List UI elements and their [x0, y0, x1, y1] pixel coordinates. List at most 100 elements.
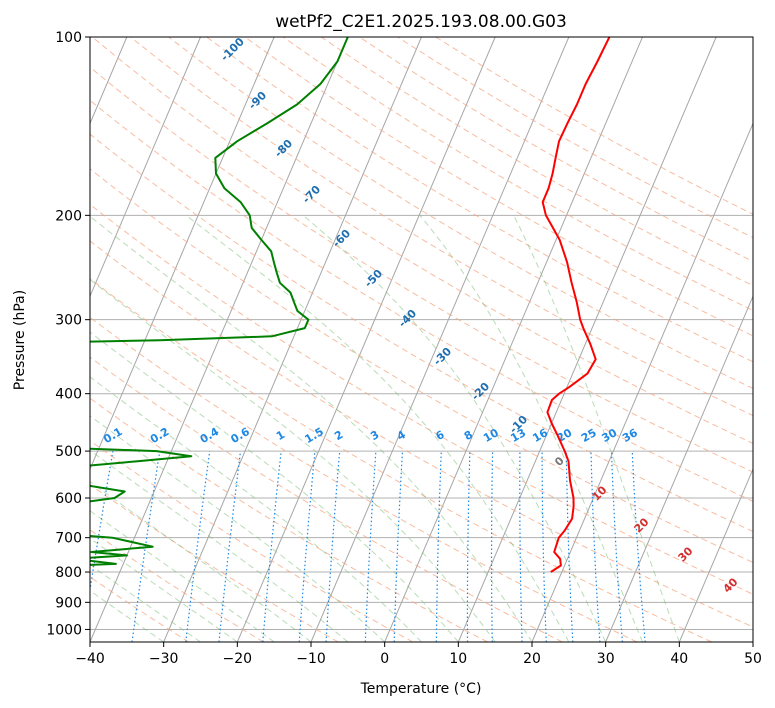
mixing-ratio-label: 6	[433, 428, 446, 443]
moist-adiabat-line	[90, 480, 312, 642]
isotherm-label: -70	[300, 183, 323, 206]
mixing-ratio-line	[435, 451, 442, 642]
mixing-ratio-label: 10	[481, 426, 501, 445]
moist-adiabat-line	[90, 510, 275, 642]
dry-adiabat-line	[168, 37, 753, 389]
dry-adiabat-line	[90, 356, 563, 642]
x-tick-label: 40	[670, 651, 688, 667]
mixing-ratio-label: 0.4	[198, 425, 222, 446]
y-tick-label: 600	[55, 491, 82, 507]
mixing-ratio-label: 3	[368, 428, 381, 443]
mixing-ratio-label: 16	[530, 426, 550, 445]
dry-adiabat-line	[90, 203, 753, 595]
isotherm-label: -50	[362, 267, 385, 290]
x-tick-label: −20	[223, 651, 253, 667]
mixing-ratio-line	[490, 451, 494, 642]
x-tick-label: 10	[449, 651, 467, 667]
mixing-ratio-line	[298, 451, 316, 642]
isotherm-line	[384, 37, 643, 642]
mixing-ratio-line	[519, 451, 523, 642]
mixing-ratio-label: 0.2	[148, 425, 171, 446]
mixing-ratio-line	[185, 451, 211, 642]
chart-title: wetPf2_C2E1.2025.193.08.00.G03	[275, 12, 567, 32]
dry-adiabat-line	[435, 37, 753, 215]
y-tick-label: 500	[55, 444, 82, 460]
isotherm-line	[752, 640, 753, 642]
mixing-ratio-label: 0.1	[101, 425, 124, 446]
moist-adiabat-line	[90, 589, 164, 642]
mixing-ratio-label: 30	[599, 426, 619, 445]
dry-adiabat-line	[130, 37, 753, 417]
moist-adiabat-line	[90, 449, 349, 642]
dry-adiabat-line	[90, 168, 753, 563]
isotherm-line	[605, 295, 753, 642]
mixing-ratio-line	[90, 450, 114, 594]
isotherm-line	[531, 122, 753, 642]
isotherm-label: -40	[396, 307, 419, 330]
isotherm-line	[163, 37, 422, 642]
zero-isotherm-label: 0	[552, 454, 567, 469]
y-tick-label: 200	[55, 208, 82, 224]
y-tick-label: 100	[55, 30, 82, 46]
y-tick-label: 1000	[46, 622, 82, 638]
isotherm-label: -20	[469, 380, 492, 403]
mixing-ratio-line	[131, 451, 161, 642]
isotherm-line	[236, 37, 496, 642]
x-tick-label: 0	[380, 651, 389, 667]
moist-adiabat-line	[90, 376, 422, 642]
isotherm-label: -100	[218, 35, 247, 64]
dry-adiabat-line	[90, 316, 638, 642]
dry-adiabat-line	[90, 483, 339, 642]
mixing-ratio-label: 2	[332, 428, 345, 443]
warm-isotherm-label: 40	[721, 575, 741, 595]
y-tick-label: 700	[55, 531, 82, 547]
moist-adiabat-line	[90, 564, 201, 642]
dry-adiabat-line	[90, 133, 753, 533]
mixing-ratio-line	[218, 451, 242, 642]
dry-adiabat-line	[90, 240, 753, 628]
warm-isotherm-label: 30	[676, 544, 696, 564]
x-tick-label: −30	[149, 651, 179, 667]
y-tick-label: 800	[55, 565, 82, 581]
moist-adiabat-line	[90, 331, 459, 642]
temperature-profile-line	[541, 37, 611, 573]
y-tick-label: 900	[55, 595, 82, 611]
plot-frame	[89, 36, 754, 643]
isotherm-line	[678, 467, 753, 642]
x-tick-label: −40	[75, 651, 105, 667]
isotherm-line	[90, 37, 275, 471]
isotherm-line	[90, 37, 349, 642]
moist-adiabat-line	[185, 214, 570, 642]
moist-adiabat-line	[513, 215, 680, 642]
y-tick-label: 400	[55, 387, 82, 403]
dry-adiabat-line	[90, 99, 753, 502]
moist-adiabat-line	[419, 214, 643, 642]
moist-adiabat-line	[90, 415, 386, 642]
moist-adiabat-line	[90, 537, 238, 642]
dewpoint-profile-line	[90, 37, 349, 566]
y-axis-label: Pressure (hPa)	[12, 290, 28, 390]
x-tick-label: 20	[523, 651, 541, 667]
mixing-ratio-line	[631, 451, 646, 642]
dry-adiabat-line	[282, 37, 753, 312]
mixing-ratio-label: 25	[579, 426, 599, 445]
dry-adiabat-line	[90, 529, 264, 642]
dry-adiabat-line	[359, 37, 753, 263]
x-tick-label: 30	[597, 651, 615, 667]
moist-adiabat-line	[302, 214, 607, 642]
moist-adiabat-line	[90, 215, 533, 642]
mixing-ratio-label: 1	[274, 428, 287, 443]
dry-adiabat-line	[244, 37, 753, 337]
x-tick-label: 50	[744, 651, 762, 667]
x-axis-label: Temperature (°C)	[360, 681, 482, 697]
isotherm-label: -30	[431, 345, 454, 368]
y-tick-label: 300	[55, 313, 82, 329]
mixing-ratio-line	[262, 451, 282, 642]
dry-adiabat-line	[90, 278, 712, 642]
dry-adiabat-line	[91, 37, 753, 445]
dry-adiabat-line	[90, 397, 488, 642]
isotherm-line	[90, 37, 201, 298]
x-tick-label: −10	[296, 651, 326, 667]
isotherm-label: -60	[330, 227, 353, 250]
